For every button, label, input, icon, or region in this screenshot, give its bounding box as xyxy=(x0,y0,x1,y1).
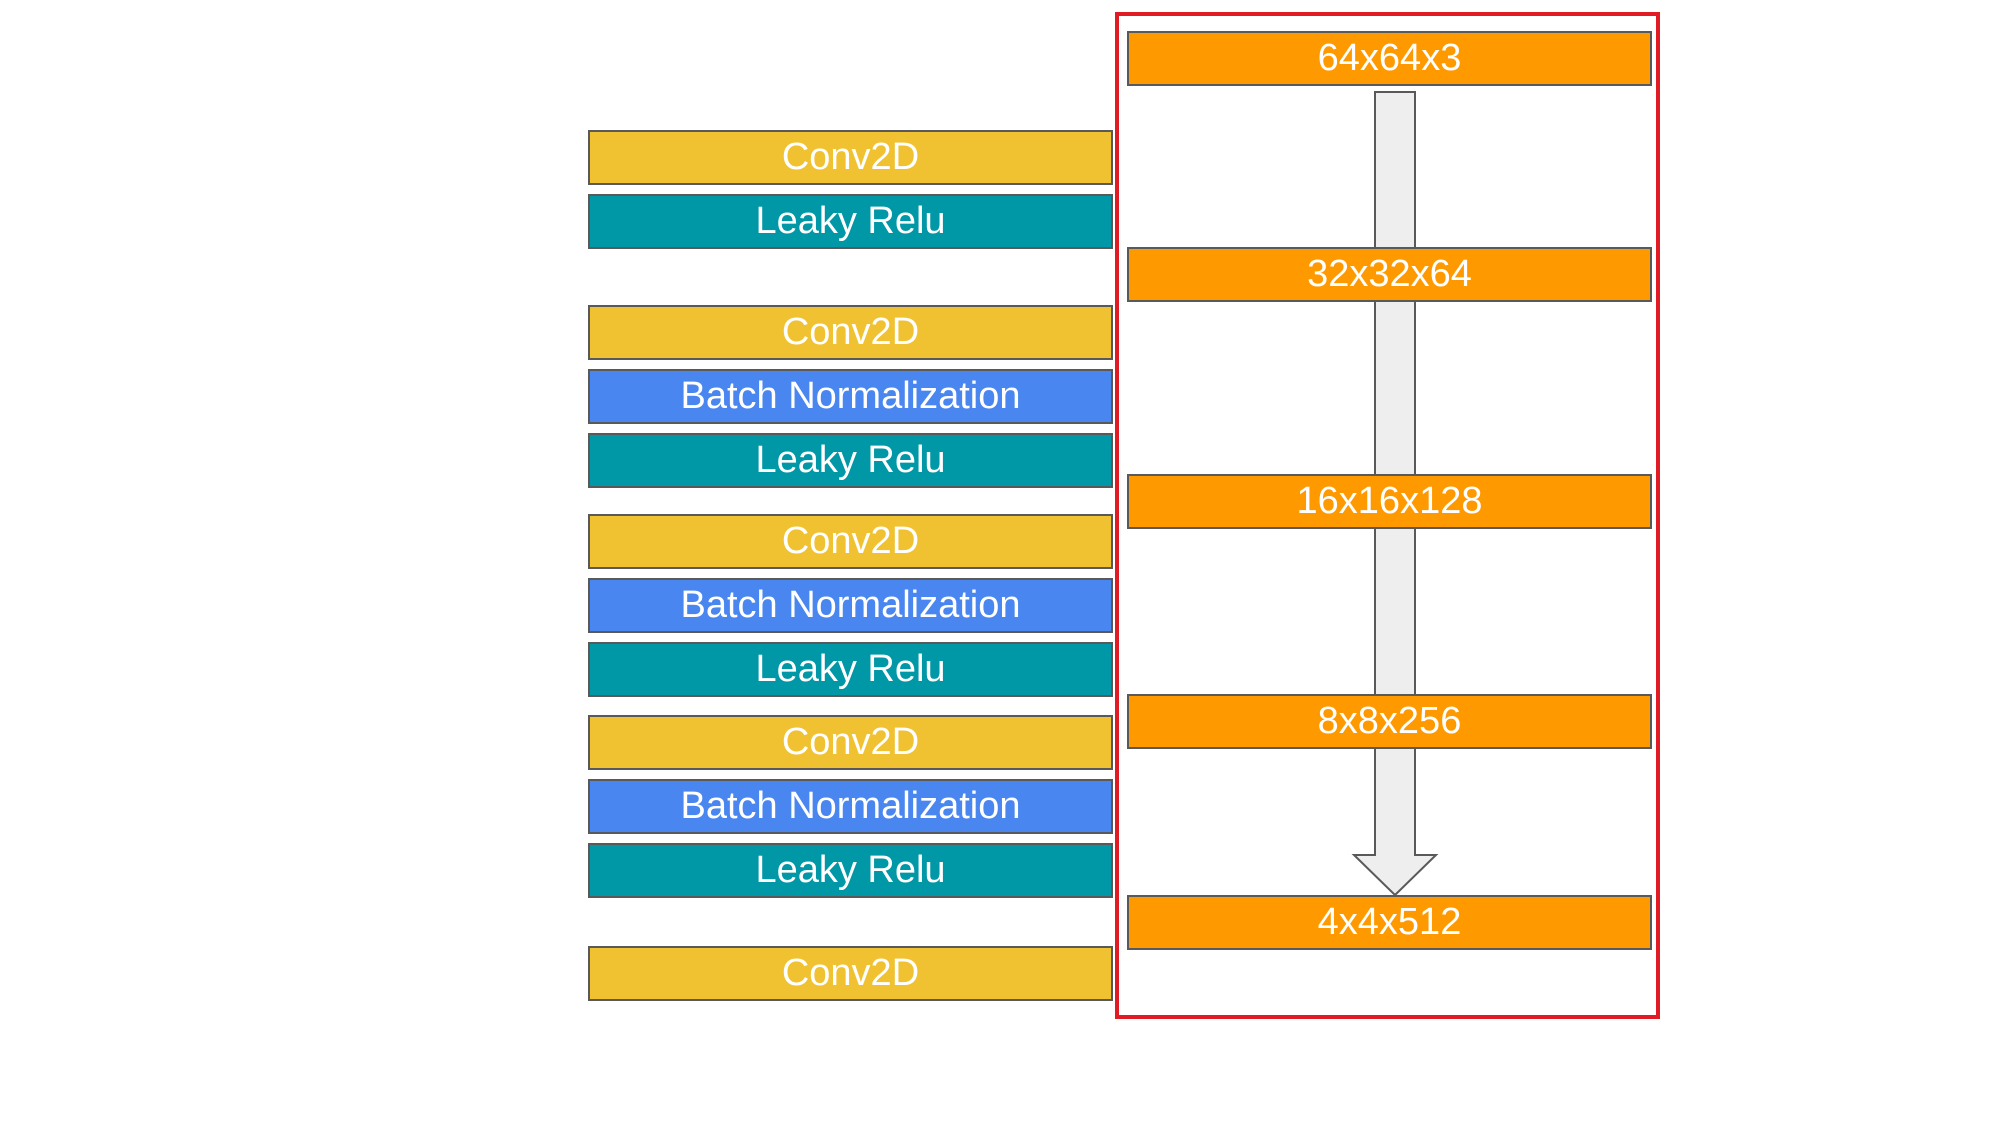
shape-frame xyxy=(1115,12,1660,1019)
layer-batch-normalization-3: Batch Normalization xyxy=(588,779,1113,834)
layer-conv2d-5: Conv2D xyxy=(588,946,1113,1001)
shape-8x8x256: 8x8x256 xyxy=(1127,694,1652,749)
layer-batch-normalization-2: Batch Normalization xyxy=(588,578,1113,633)
shape-64x64x3: 64x64x3 xyxy=(1127,31,1652,86)
layer-leaky-relu-4: Leaky Relu xyxy=(588,843,1113,898)
shape-16x16x128: 16x16x128 xyxy=(1127,474,1652,529)
layer-batch-normalization-1: Batch Normalization xyxy=(588,369,1113,424)
layer-leaky-relu-3: Leaky Relu xyxy=(588,642,1113,697)
layer-leaky-relu-1: Leaky Relu xyxy=(588,194,1113,249)
layer-conv2d-1: Conv2D xyxy=(588,130,1113,185)
shape-32x32x64: 32x32x64 xyxy=(1127,247,1652,302)
layer-conv2d-3: Conv2D xyxy=(588,514,1113,569)
layer-leaky-relu-2: Leaky Relu xyxy=(588,433,1113,488)
layer-conv2d-4: Conv2D xyxy=(588,715,1113,770)
shape-4x4x512: 4x4x512 xyxy=(1127,895,1652,950)
layer-conv2d-2: Conv2D xyxy=(588,305,1113,360)
